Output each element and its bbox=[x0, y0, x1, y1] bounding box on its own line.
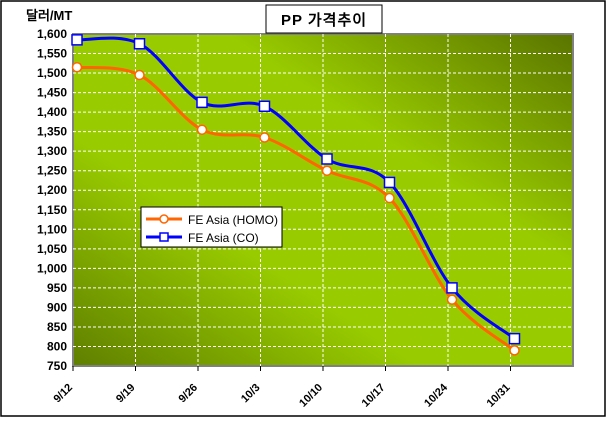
y-tick-label: 750 bbox=[47, 359, 67, 373]
y-axis-label: 달러/MT bbox=[26, 8, 72, 23]
y-tick-label: 1,100 bbox=[37, 222, 67, 236]
y-tick-label: 1,600 bbox=[37, 27, 67, 41]
data-point bbox=[446, 282, 458, 294]
series-line-1 bbox=[76, 36, 516, 340]
data-point bbox=[384, 192, 395, 204]
y-tick-label: 1,450 bbox=[37, 86, 67, 100]
data-point bbox=[321, 153, 333, 165]
y-tick-label: 850 bbox=[47, 320, 67, 334]
y-tick-label: 1,550 bbox=[37, 47, 67, 61]
data-point bbox=[134, 69, 145, 81]
data-point bbox=[196, 124, 208, 135]
data-point bbox=[508, 332, 521, 345]
data-point bbox=[446, 294, 458, 305]
legend: FE Asia (HOMO) FE Asia (CO) bbox=[140, 206, 283, 248]
y-tick-label: 1,300 bbox=[37, 144, 67, 158]
y-tick-label: 1,500 bbox=[37, 66, 67, 80]
series-line-0 bbox=[76, 65, 516, 352]
data-point bbox=[133, 38, 146, 50]
y-tick-label: 1,200 bbox=[37, 183, 67, 197]
legend-label-co: FE Asia (CO) bbox=[188, 231, 259, 245]
y-tick-label: 800 bbox=[47, 339, 67, 353]
data-point bbox=[383, 176, 396, 189]
title-box bbox=[265, 4, 383, 34]
legend-marker-homo bbox=[159, 214, 169, 224]
legend-label-homo: FE Asia (HOMO) bbox=[188, 213, 278, 227]
data-point bbox=[509, 345, 520, 356]
data-point bbox=[196, 96, 208, 109]
y-tick-label: 1,000 bbox=[37, 261, 67, 275]
y-tick-label: 1,150 bbox=[37, 203, 67, 217]
y-tick-label: 1,350 bbox=[37, 125, 67, 139]
legend-marker-co bbox=[159, 232, 169, 242]
y-tick-label: 950 bbox=[47, 281, 67, 295]
data-point bbox=[71, 61, 83, 73]
y-tick-label: 1,050 bbox=[37, 242, 67, 256]
data-point bbox=[259, 132, 270, 143]
chart-title: PP 가격추이 bbox=[281, 11, 367, 29]
y-tick-label: 1,400 bbox=[37, 105, 67, 119]
data-point bbox=[321, 165, 333, 176]
data-point bbox=[258, 100, 271, 113]
y-tick-label: 1,250 bbox=[37, 164, 67, 178]
y-tick-label: 900 bbox=[47, 300, 67, 314]
data-point bbox=[71, 34, 83, 46]
